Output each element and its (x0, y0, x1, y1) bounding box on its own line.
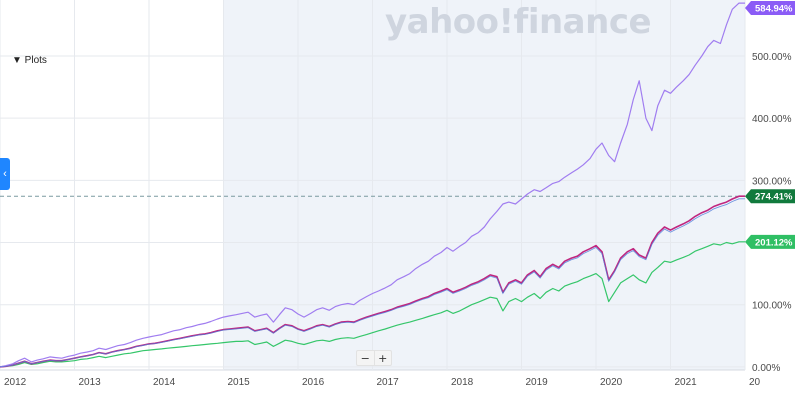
series-line-1 (0, 2, 745, 368)
x-tick-label: 2013 (79, 377, 102, 388)
x-tick-label: 2012 (4, 377, 27, 388)
x-tick-label: 2018 (451, 377, 474, 388)
zoom-controls: − + (356, 350, 392, 366)
shaded-region (223, 0, 745, 370)
y-tick-label: 100.00% (752, 301, 792, 312)
x-tick-label: 2016 (302, 377, 325, 388)
y-tick-label: 0.00% (752, 363, 780, 374)
collapse-panel-handle[interactable]: ‹ (0, 158, 10, 190)
end-label-text: 584.94% (755, 4, 793, 15)
x-tick-label: 20 (749, 377, 761, 388)
x-tick-label: 2017 (377, 377, 400, 388)
x-tick-label: 2019 (526, 377, 549, 388)
zoom-in-button[interactable]: + (373, 351, 392, 365)
x-tick-label: 2020 (600, 377, 623, 388)
x-tick-label: 2015 (228, 377, 251, 388)
end-label-2: 274.41% (745, 189, 795, 204)
plots-toggle[interactable]: ▼ Plots (12, 55, 47, 66)
chevron-left-icon: ‹ (3, 168, 7, 180)
y-tick-label: 400.00% (752, 114, 792, 125)
x-tick-label: 2021 (675, 377, 698, 388)
end-label-3: 201.12% (745, 234, 795, 249)
series-line-3 (0, 241, 745, 368)
yahoo-finance-watermark: yahoo!finance (385, 2, 651, 42)
end-label-text: 274.41% (755, 192, 793, 203)
end-label-1: 584.94% (745, 1, 795, 15)
y-tick-label: 300.00% (752, 176, 792, 187)
series-line-companion (0, 198, 745, 368)
zoom-out-button[interactable]: − (360, 351, 370, 365)
x-tick-label: 2014 (153, 377, 176, 388)
y-tick-label: 500.00% (752, 52, 792, 63)
end-label-text: 201.12% (755, 237, 793, 248)
